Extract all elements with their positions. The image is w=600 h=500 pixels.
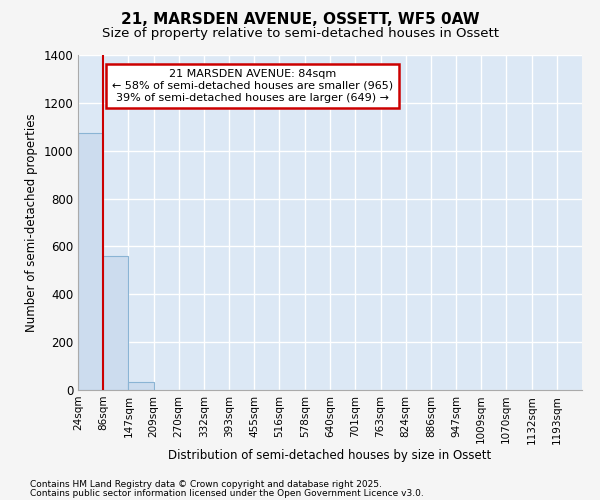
Text: Size of property relative to semi-detached houses in Ossett: Size of property relative to semi-detach… xyxy=(101,28,499,40)
X-axis label: Distribution of semi-detached houses by size in Ossett: Distribution of semi-detached houses by … xyxy=(169,449,491,462)
Bar xyxy=(128,382,154,390)
Text: Contains public sector information licensed under the Open Government Licence v3: Contains public sector information licen… xyxy=(30,488,424,498)
Bar xyxy=(78,133,103,390)
Text: 21, MARSDEN AVENUE, OSSETT, WF5 0AW: 21, MARSDEN AVENUE, OSSETT, WF5 0AW xyxy=(121,12,479,28)
Text: Contains HM Land Registry data © Crown copyright and database right 2025.: Contains HM Land Registry data © Crown c… xyxy=(30,480,382,489)
Bar xyxy=(103,256,128,390)
Y-axis label: Number of semi-detached properties: Number of semi-detached properties xyxy=(25,113,38,332)
Text: 21 MARSDEN AVENUE: 84sqm
← 58% of semi-detached houses are smaller (965)
39% of : 21 MARSDEN AVENUE: 84sqm ← 58% of semi-d… xyxy=(112,70,393,102)
